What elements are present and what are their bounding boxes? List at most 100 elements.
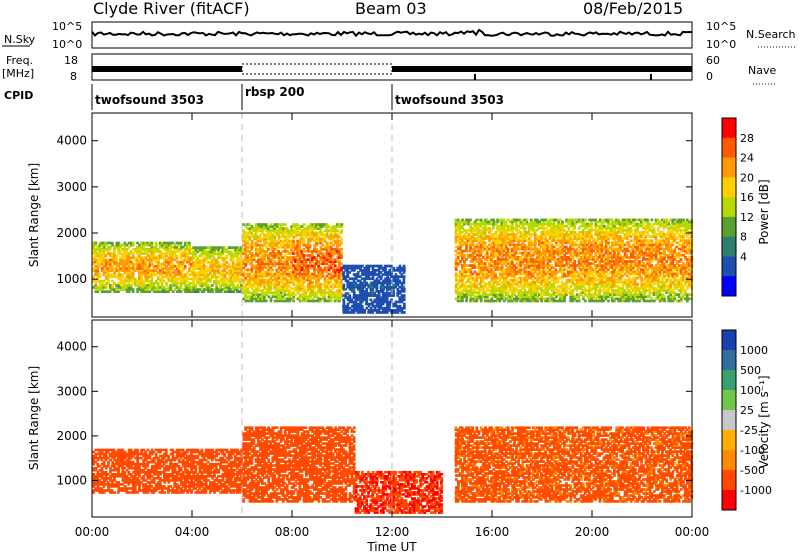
echo-cell [284,299,287,303]
echo-cell [336,270,339,274]
echo-cell [242,239,245,243]
echo-cell [284,283,287,286]
echo-cell [475,272,479,276]
echo-cell [403,306,406,310]
echo-cell [492,243,496,247]
echo-cell [167,286,171,289]
echo-cell [348,277,352,281]
echo-cell [292,270,295,274]
echo-cell [379,300,383,304]
echo-cell [302,285,306,288]
echo-cell [469,249,473,253]
echo-cell [483,224,487,228]
echo-cell [113,273,116,277]
echo-cell [292,225,295,228]
echo-cell [502,247,506,251]
echo-cell [215,281,218,285]
echo-cell [253,272,256,276]
echo-cell [536,280,539,284]
echo-cell [294,227,298,230]
echo-cell [156,288,160,291]
echo-cell [283,289,287,292]
echo-cell [511,222,514,226]
echo-cell [286,264,289,268]
echo-cell [529,299,533,303]
echo-cell [275,289,279,292]
echo-cell [513,220,516,224]
echo-cell [302,276,306,280]
echo-cell [454,289,458,292]
echo-cell [279,223,283,226]
echo-cell [144,271,147,274]
echo-cell [500,274,504,278]
echo-cell [327,258,331,261]
echo-cell [467,222,471,226]
echo-cell [323,262,327,266]
echo-cell [485,235,489,238]
echo-cell [98,264,102,268]
echo-cell [394,283,398,287]
echo-cell [173,269,177,272]
echo-cell [175,273,179,277]
echo-cell [463,274,466,278]
echo-cell [457,247,460,251]
echo-cell [267,262,270,266]
echo-cell [134,250,137,253]
echo-cell [469,224,472,228]
echo-cell [321,256,325,259]
echo-cell [186,275,189,279]
echo-cell [215,263,219,266]
echo-cell [265,239,268,243]
echo-cell [281,278,285,282]
echo-cell [106,248,110,251]
echo-cell [304,272,308,276]
echo-cell [540,291,544,294]
echo-cell [534,251,537,255]
echo-cell [348,287,352,291]
echo-cell [327,299,331,303]
echo-cell [540,276,543,280]
echo-cell [188,248,192,251]
echo-cell [103,262,106,266]
echo-cell [217,288,220,291]
echo-cell [523,268,527,272]
echo-cell [483,247,487,251]
echo-cell [104,264,108,268]
echo-cell [315,281,318,284]
echo-cell [475,266,479,269]
echo-cell [285,274,289,278]
echo-cell [360,277,364,281]
echo-cell [163,248,166,251]
echo-cell [332,283,335,286]
echo-cell [353,269,356,272]
echo-cell [486,255,489,259]
echo-cell [259,278,262,282]
echo-cell [483,220,487,224]
echo-cell [342,287,346,291]
echo-cell [263,223,266,226]
echo-cell [167,290,170,293]
echo-cell [311,250,314,253]
echo-cell [183,243,187,247]
echo-cell [188,243,191,247]
echo-cell [311,289,314,292]
echo-cell [317,252,320,255]
echo-cell [152,290,156,293]
echo-cell [269,258,273,261]
echo-cell [300,295,304,299]
echo-cell [250,245,254,249]
echo-cell [233,246,237,249]
echo-cell [313,223,316,226]
echo-cell [457,258,460,261]
echo-cell [148,264,152,268]
echo-cell [340,237,343,241]
echo-cell [313,268,316,272]
echo-cell [500,239,504,242]
echo-cell [515,282,519,286]
echo-cell [296,247,300,251]
nsky-tick-bottom: 10^0 [52,38,82,51]
echo-cell [252,227,256,230]
echo-cell [344,296,348,299]
echo-cell [353,304,356,308]
echo-cell [165,281,168,285]
